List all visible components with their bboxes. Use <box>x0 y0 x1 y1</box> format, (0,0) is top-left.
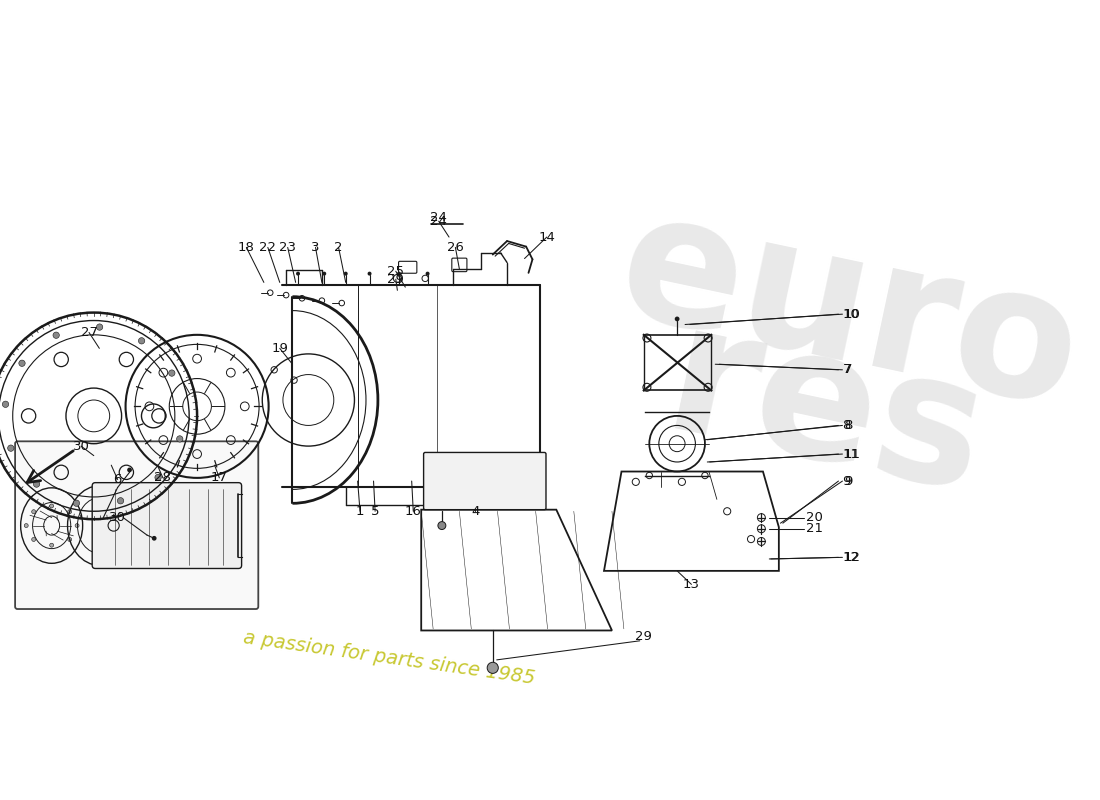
Text: 10: 10 <box>844 308 861 321</box>
Text: 2: 2 <box>334 241 343 254</box>
Circle shape <box>32 510 35 514</box>
Text: 7: 7 <box>844 363 852 376</box>
Circle shape <box>343 272 348 276</box>
Text: 9: 9 <box>844 474 852 487</box>
Circle shape <box>168 370 175 376</box>
Text: 21: 21 <box>806 522 823 535</box>
Text: 20: 20 <box>806 511 823 524</box>
Circle shape <box>367 272 372 276</box>
Text: 11: 11 <box>843 447 859 461</box>
Circle shape <box>438 522 446 530</box>
Circle shape <box>177 436 183 442</box>
Circle shape <box>118 498 123 504</box>
Text: a passion for parts since 1985: a passion for parts since 1985 <box>242 628 537 688</box>
Circle shape <box>139 338 145 344</box>
Circle shape <box>426 272 430 276</box>
Text: 24: 24 <box>430 214 447 228</box>
Circle shape <box>152 536 156 541</box>
Text: 14: 14 <box>538 230 556 243</box>
Text: 8: 8 <box>843 419 850 432</box>
Text: euro: euro <box>604 178 1094 446</box>
Text: 29: 29 <box>636 630 652 643</box>
Text: 18: 18 <box>238 241 255 254</box>
Text: 5: 5 <box>371 505 380 518</box>
Text: 12: 12 <box>843 551 859 564</box>
Circle shape <box>53 332 59 338</box>
Text: 10: 10 <box>843 308 859 321</box>
Text: 6: 6 <box>113 473 122 486</box>
Circle shape <box>397 272 400 276</box>
Circle shape <box>68 510 72 514</box>
Circle shape <box>155 474 162 481</box>
Circle shape <box>24 523 29 527</box>
Text: 4: 4 <box>471 505 480 518</box>
Text: 3: 3 <box>311 241 320 254</box>
Text: 30: 30 <box>109 511 126 524</box>
Circle shape <box>8 445 14 451</box>
Text: 30: 30 <box>73 439 89 453</box>
Circle shape <box>33 481 40 487</box>
Circle shape <box>75 523 79 527</box>
Text: 27: 27 <box>80 326 98 339</box>
Text: 19: 19 <box>272 342 288 355</box>
Circle shape <box>97 324 102 330</box>
Circle shape <box>296 272 300 276</box>
Text: 25: 25 <box>387 265 405 278</box>
Text: 26: 26 <box>447 241 464 254</box>
Text: 22: 22 <box>260 241 276 254</box>
Text: res: res <box>651 293 1000 531</box>
Text: 8: 8 <box>844 419 852 432</box>
Text: 13: 13 <box>683 578 700 591</box>
FancyBboxPatch shape <box>92 482 242 569</box>
FancyBboxPatch shape <box>15 442 258 609</box>
Circle shape <box>19 360 25 366</box>
Circle shape <box>50 543 54 547</box>
Text: 17: 17 <box>211 471 228 484</box>
Text: 11: 11 <box>844 447 861 461</box>
Text: 9: 9 <box>843 474 850 487</box>
Circle shape <box>74 500 79 506</box>
Circle shape <box>674 317 680 322</box>
FancyBboxPatch shape <box>424 453 546 510</box>
Circle shape <box>68 538 72 542</box>
Text: 1: 1 <box>355 505 364 518</box>
Text: 16: 16 <box>405 505 421 518</box>
Text: 24: 24 <box>430 210 447 224</box>
Circle shape <box>322 272 327 276</box>
Circle shape <box>487 662 498 674</box>
Text: 12: 12 <box>844 551 861 564</box>
Circle shape <box>2 401 9 407</box>
Circle shape <box>32 538 35 542</box>
Text: 7: 7 <box>843 363 851 376</box>
Text: 23: 23 <box>279 241 296 254</box>
Text: 28: 28 <box>154 471 172 484</box>
Circle shape <box>128 467 132 472</box>
Text: 29: 29 <box>387 273 404 286</box>
Circle shape <box>50 504 54 508</box>
